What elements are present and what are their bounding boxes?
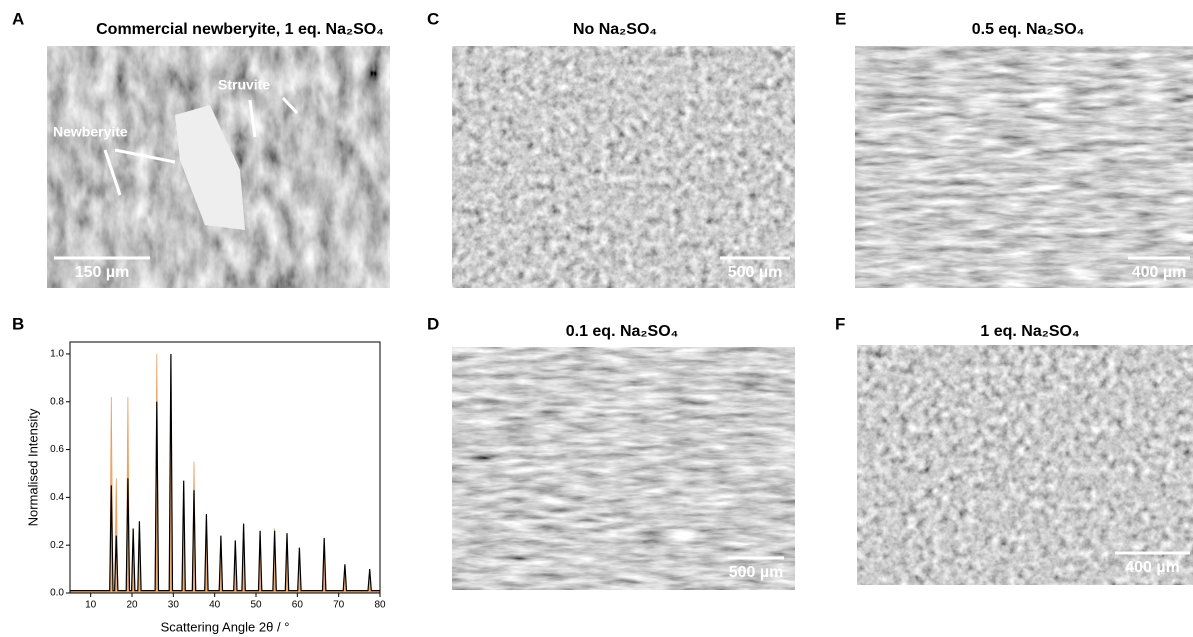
sem-image xyxy=(452,347,795,590)
y-tick-label: 0.4 xyxy=(50,492,64,503)
scale-bar-label: 500 µm xyxy=(728,264,783,281)
y-tick-label: 0.8 xyxy=(50,396,64,407)
x-tick-label: 80 xyxy=(374,600,386,611)
sem-image xyxy=(855,46,1193,288)
x-tick-label: 10 xyxy=(85,600,97,611)
scale-bar-label: 500 µm xyxy=(729,564,784,581)
x-tick-label: 60 xyxy=(292,600,304,611)
xrd-chart: B 10 20 30 40 50 60 70 80 0.0 0.2 0.4 0.6 0.8 1.0 Scatt… xyxy=(12,314,386,634)
x-tick-label: 50 xyxy=(250,600,262,611)
panel-letter: F xyxy=(835,314,845,333)
line xyxy=(70,354,380,591)
panel-title: 1 eq. Na₂SO₄ xyxy=(980,323,1079,340)
x-tick-label: 20 xyxy=(126,600,138,611)
y-tick-label: 0.6 xyxy=(50,444,64,455)
sem-image xyxy=(452,46,795,288)
panel-letter: C xyxy=(427,9,439,28)
panel-title: 0.1 eq. Na₂SO₄ xyxy=(566,323,679,340)
panel-title: Commercial newberyite, 1 eq. Na₂SO₄ xyxy=(96,21,384,38)
y-axis-title: Normalised Intensity xyxy=(25,408,40,526)
x-axis-title: Scattering Angle 2θ / ° xyxy=(161,619,290,634)
scale-bar-label: 400 µm xyxy=(1132,264,1187,281)
annotation: Struvite xyxy=(218,77,270,93)
panel-letter: D xyxy=(427,314,439,333)
y-tick-label: 1.0 xyxy=(50,349,64,360)
scale-bar-label: 400 µm xyxy=(1125,559,1180,576)
scale-bar-label: 150 µm xyxy=(75,264,130,281)
y-tick-label: 0.2 xyxy=(50,540,64,551)
panels: A Commercial newberyite, 1 eq. Na₂SO₄ 150 … xyxy=(12,9,1193,590)
annotation: Newberyite xyxy=(53,124,128,140)
panel-title: 0.5 eq. Na₂SO₄ xyxy=(972,21,1085,38)
sem-image xyxy=(857,345,1193,585)
x-tick-label: 70 xyxy=(333,600,345,611)
panel-title: No Na₂SO₄ xyxy=(573,21,657,38)
x-tick-label: 40 xyxy=(209,600,221,611)
figure: A Commercial newberyite, 1 eq. Na₂SO₄ 150 … xyxy=(0,0,1193,637)
y-tick-label: 0.0 xyxy=(50,588,64,599)
panel-letter: A xyxy=(12,9,24,28)
panel-letter: E xyxy=(835,9,846,28)
panel-letter: B xyxy=(12,314,24,333)
x-tick-label: 30 xyxy=(168,600,180,611)
